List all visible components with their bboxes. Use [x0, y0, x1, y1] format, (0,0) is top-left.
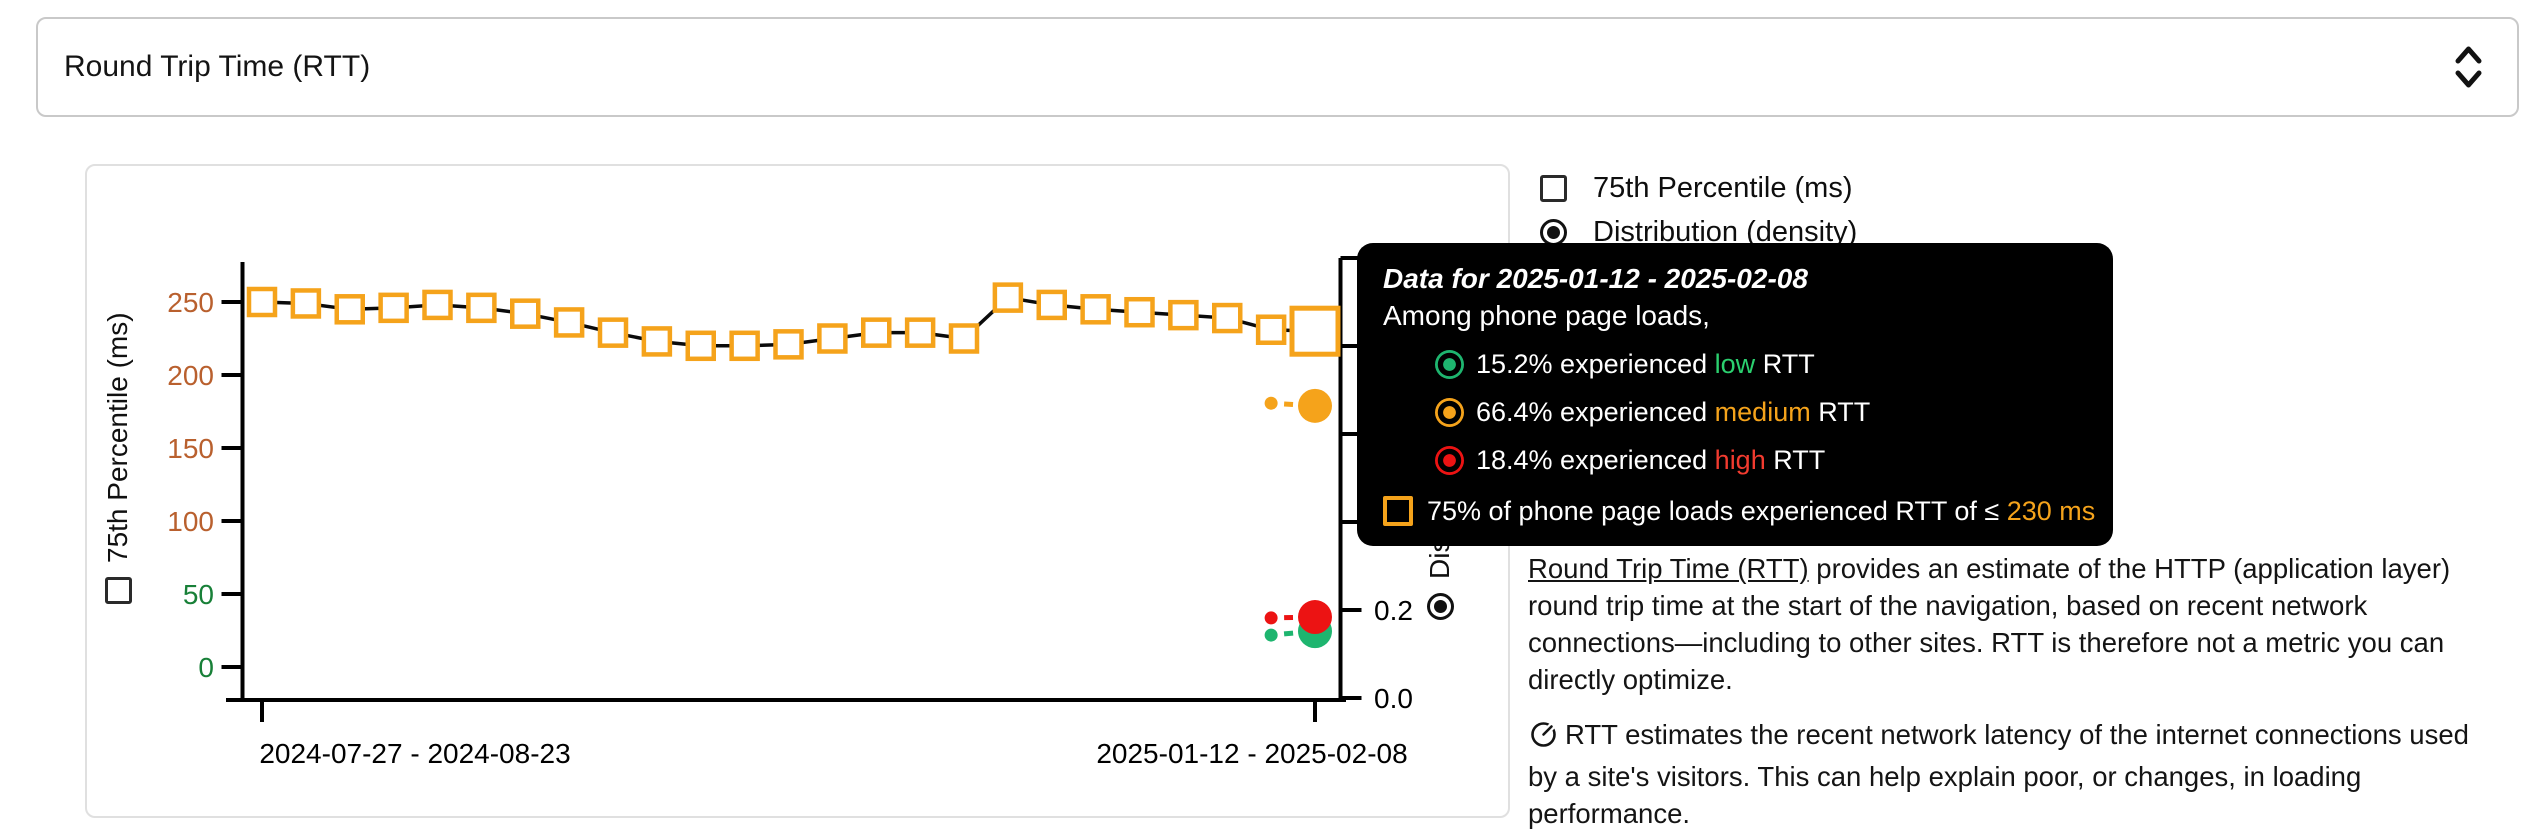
- svg-text:100: 100: [167, 506, 214, 537]
- legend: 75th Percentile (ms) Distribution (densi…: [1540, 166, 1857, 254]
- data-point: [378, 292, 409, 324]
- svg-text:150: 150: [167, 433, 214, 464]
- low-rtt-dot-icon: [1435, 349, 1464, 379]
- data-point: [246, 286, 278, 318]
- percentile-square-icon: [1383, 496, 1413, 526]
- radio-selected-icon[interactable]: [1540, 218, 1567, 246]
- description-paragraph-1: Round Trip Time (RTT) provides an estima…: [1528, 553, 2451, 695]
- radio-selected-icon: [1426, 593, 1454, 620]
- density-markers: [1264, 388, 1332, 649]
- data-point: [422, 289, 453, 321]
- unfold-more-icon: [2450, 38, 2487, 96]
- data-point: [290, 288, 322, 319]
- checkbox-icon[interactable]: [1540, 174, 1567, 202]
- data-point: [641, 326, 673, 357]
- svg-text:0: 0: [198, 652, 214, 683]
- y-axis-left-title-text: 75th Percentile (ms): [102, 312, 133, 563]
- data-point: [466, 292, 497, 324]
- chart-card: [85, 164, 1510, 818]
- percentile-series: [246, 282, 1341, 362]
- legend-item-distribution[interactable]: Distribution (density): [1540, 210, 1857, 254]
- svg-text:0.0: 0.0: [1374, 683, 1413, 714]
- metric-select[interactable]: Round Trip Time (RTT): [36, 17, 2519, 117]
- metric-description: Round Trip Time (RTT) provides an estima…: [1528, 550, 2538, 832]
- rtt-docs-link[interactable]: Round Trip Time (RTT): [1528, 553, 1809, 584]
- data-point: [1036, 289, 1067, 321]
- legend-item-75th-percentile[interactable]: 75th Percentile (ms): [1540, 166, 1857, 210]
- high-rtt-dot-icon: [1435, 445, 1464, 475]
- tooltip-item-0: 15.2% experienced low RTT: [1383, 340, 2093, 388]
- data-point: [597, 317, 629, 348]
- tooltip-subtitle: Among phone page loads,: [1383, 300, 1710, 331]
- data-point: [1124, 296, 1155, 328]
- tooltip-title: Data for 2025-01-12 - 2025-02-08: [1383, 263, 1808, 294]
- checkbox-icon: [104, 577, 132, 604]
- axes: 0 50 100 150 200 250 0.0 0.2 2024-07-27 - 2024-0…: [167, 256, 1413, 769]
- data-point: [334, 294, 365, 325]
- data-point: [1168, 299, 1199, 331]
- svg-text:250: 250: [167, 287, 214, 318]
- svg-text:2024-07-27 - 2024-08-23: 2024-07-27 - 2024-08-23: [259, 738, 570, 769]
- data-point: [817, 323, 848, 354]
- data-point: [773, 329, 804, 360]
- data-point: [904, 317, 936, 348]
- data-point: [861, 317, 892, 348]
- data-point: [992, 282, 1024, 313]
- chart-tooltip: Data for 2025-01-12 - 2025-02-08 Among p…: [1357, 243, 2113, 546]
- medium-rtt-dot-icon: [1435, 397, 1464, 427]
- data-point: [685, 330, 716, 362]
- hovered-data-point: [1289, 305, 1341, 357]
- speedometer-icon: [1528, 718, 1559, 758]
- description-paragraph-2: RTT estimates the recent network latency…: [1528, 718, 2469, 829]
- tooltip-item-1: 66.4% experienced medium RTT: [1383, 388, 2093, 436]
- tooltip-threshold: 75% of phone page loads experienced RTT …: [1383, 485, 2095, 537]
- y-axis-left-title: 75th Percentile (ms): [102, 312, 134, 604]
- data-point: [510, 298, 541, 329]
- metric-select-label: Round Trip Time (RTT): [64, 50, 371, 83]
- data-point: [553, 307, 585, 338]
- legend-label: 75th Percentile (ms): [1593, 171, 1853, 204]
- svg-text:0.2: 0.2: [1374, 595, 1413, 626]
- data-point: [1255, 314, 1287, 345]
- data-point: [1212, 302, 1243, 334]
- medium-density-dot: [1298, 388, 1332, 423]
- svg-text:200: 200: [167, 360, 214, 391]
- legend-label: Distribution (density): [1593, 215, 1858, 248]
- data-point: [948, 323, 980, 354]
- data-point: [1080, 294, 1111, 325]
- tooltip-item-2: 18.4% experienced high RTT: [1383, 436, 2093, 484]
- svg-text:50: 50: [183, 579, 214, 610]
- high-density-dot: [1298, 600, 1332, 635]
- data-point: [729, 330, 760, 362]
- svg-text:2025-01-12 - 2025-02-08: 2025-01-12 - 2025-02-08: [1096, 738, 1407, 769]
